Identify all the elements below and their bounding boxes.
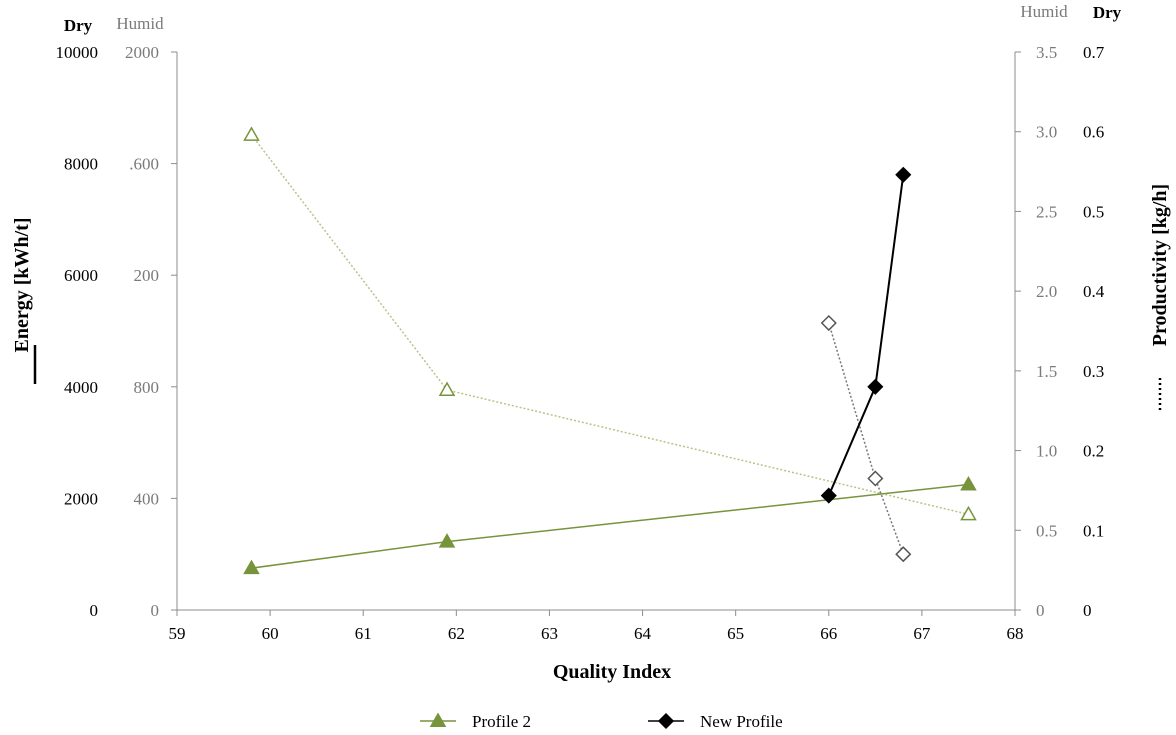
right-humid-tick-label: 3.0	[1036, 123, 1057, 142]
left-dry-tick-label: 10000	[56, 43, 99, 62]
x-tick-label: 61	[355, 624, 372, 643]
left-humid-tick-label: 800	[134, 378, 160, 397]
x-tick-label: 62	[448, 624, 465, 643]
data-point	[820, 487, 837, 504]
data-point	[820, 314, 837, 332]
x-tick-label: 66	[820, 624, 837, 643]
series-productivity-triangle-open	[243, 126, 977, 521]
right-dry-tick-label: 0.1	[1083, 521, 1104, 540]
x-tick-label: 65	[727, 624, 744, 643]
left-humid-header: Humid	[116, 14, 164, 33]
data-point	[438, 381, 456, 396]
left-dry-tick-label: 8000	[64, 155, 98, 174]
right-dry-tick-label: 0.2	[1083, 442, 1104, 461]
legend-entry: Profile 2	[420, 712, 531, 731]
legend-marker	[429, 712, 447, 727]
right-humid-tick-label: 2.5	[1036, 202, 1057, 221]
left-humid-tick-label: 2000	[125, 43, 159, 62]
right-humid-tick-label: 1.5	[1036, 362, 1057, 381]
legend: Profile 2 New Profile	[420, 712, 783, 731]
series-line	[828, 322, 904, 555]
left-dry-tick-label: 4000	[64, 378, 98, 397]
left-humid-tick-label: 400	[134, 489, 160, 508]
right-humid-tick-label: 0	[1036, 601, 1045, 620]
data-point	[895, 546, 912, 563]
series-layer	[243, 126, 977, 575]
right-humid-header: Humid	[1020, 2, 1068, 21]
right-dry-tick-label: 0	[1083, 601, 1092, 620]
x-tick-label: 59	[169, 624, 186, 643]
data-point	[895, 166, 912, 183]
data-point	[867, 378, 884, 395]
legend-marker	[657, 712, 675, 730]
left-dry-tick-label: 6000	[64, 266, 98, 285]
left-dry-tick-label: 2000	[64, 489, 98, 508]
right-dry-tick-label: 0.7	[1083, 43, 1105, 62]
right-humid-tick-label: 3.5	[1036, 43, 1057, 62]
x-tick-label: 60	[262, 624, 279, 643]
series-energy-diamond-filled	[820, 166, 912, 504]
series-productivity-diamond-open	[820, 314, 912, 563]
x-tick-label: 64	[634, 624, 652, 643]
right-humid-tick-label: 1.0	[1036, 442, 1057, 461]
x-tick-label: 63	[541, 624, 558, 643]
right-humid-tick-label: 0.5	[1036, 521, 1057, 540]
right-humid-tick-label: 2.0	[1036, 282, 1057, 301]
right-dry-tick-label: 0.5	[1083, 202, 1104, 221]
data-point	[243, 126, 260, 141]
data-point	[243, 559, 260, 575]
left-humid-tick-label: 200	[134, 266, 160, 285]
x-tick-label: 67	[913, 624, 931, 643]
legend-entry: New Profile	[648, 712, 783, 731]
x-axis-title: Quality Index	[553, 661, 671, 683]
left-humid-tick-label: .600	[129, 155, 159, 174]
data-point	[867, 470, 884, 487]
data-point	[960, 475, 977, 491]
legend-label: Profile 2	[472, 712, 531, 731]
left-dry-header: Dry	[64, 16, 93, 35]
data-point	[438, 533, 456, 548]
right-dry-header: Dry	[1093, 3, 1122, 22]
x-tick-label: 68	[1007, 624, 1024, 643]
left-dry-tick-label: 0	[90, 601, 99, 620]
data-point	[960, 505, 977, 521]
right-dry-tick-label: 0.6	[1083, 123, 1104, 142]
axes: 59 60 61 62 63 64 65 66 67 68 Quality Index Dry Humi…	[11, 2, 1171, 683]
right-dry-tick-label: 0.3	[1083, 362, 1104, 381]
left-humid-tick-label: 0	[151, 601, 160, 620]
right-axis-title: Productivity [kg/h]	[1149, 184, 1171, 346]
series-line	[251, 483, 969, 569]
series-line	[250, 134, 969, 516]
left-axis-title: Energy [kWh/t]	[11, 218, 33, 353]
legend-label: New Profile	[700, 712, 783, 731]
right-dry-tick-label: 0.4	[1083, 282, 1105, 301]
series-energy-triangle-filled	[243, 475, 977, 575]
